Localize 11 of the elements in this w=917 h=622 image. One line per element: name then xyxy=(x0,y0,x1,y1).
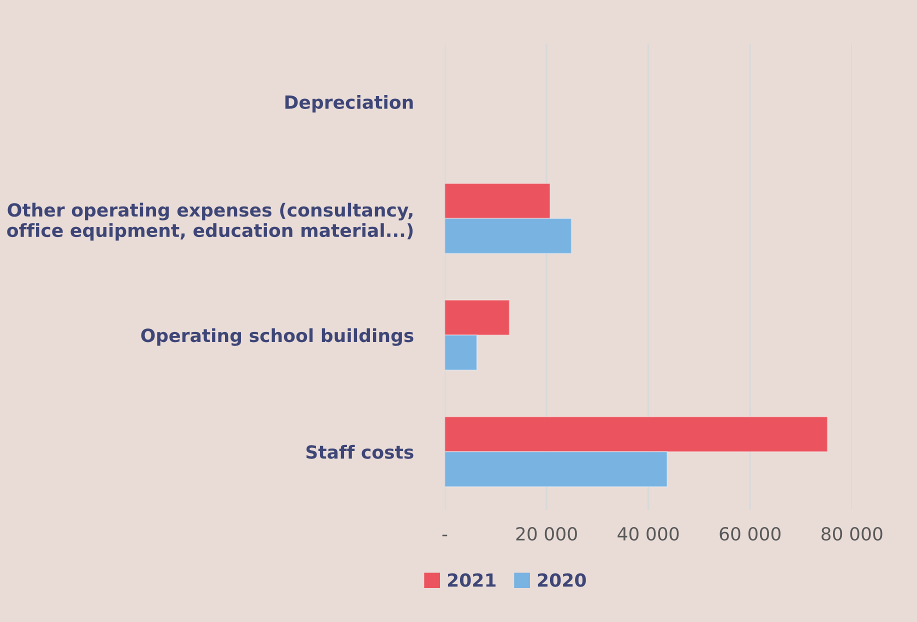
legend-label: 2021 xyxy=(448,573,496,587)
x-tick-label: - xyxy=(442,534,448,536)
x-tick-label: 40 000 xyxy=(618,527,679,541)
x-tick-label: 20 000 xyxy=(516,527,577,541)
y-tick-label: Other operating expenses (consultancy, office equipment, education material...) xyxy=(7,202,413,241)
y-tick-label: Operating school buildings xyxy=(141,328,414,346)
y-tick-label: Staff costs xyxy=(306,444,414,459)
y-tick-label: Depreciation xyxy=(285,94,413,112)
x-tick-label: 60 000 xyxy=(720,527,780,541)
x-tick-label: 80 000 xyxy=(822,527,882,541)
legend-label: 2020 xyxy=(538,573,586,587)
